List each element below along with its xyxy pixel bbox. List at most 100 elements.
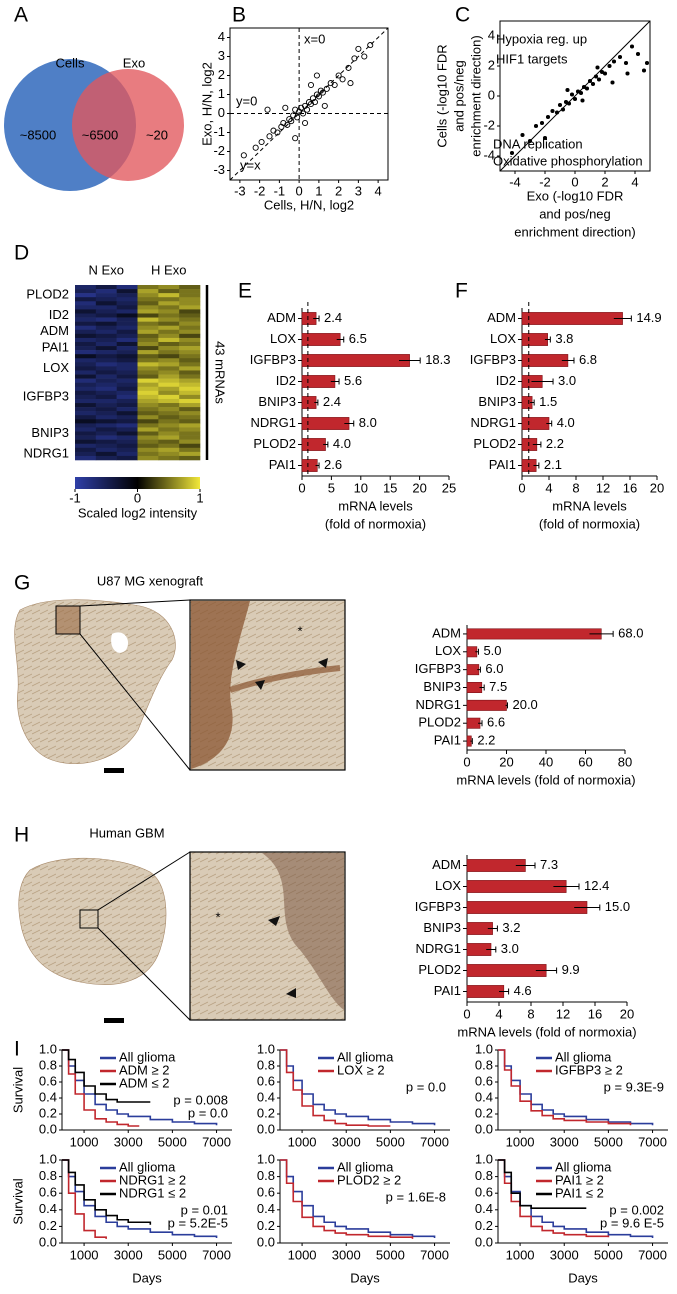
x-tick-label: 8	[572, 480, 579, 495]
category-label: NDRG1	[415, 697, 461, 712]
x-tick-label: 1000	[506, 1247, 535, 1262]
point	[550, 108, 555, 114]
bar	[466, 901, 588, 914]
legend-label: IGFBP3 ≥ 2	[555, 1062, 623, 1077]
heatmap-cell	[158, 419, 180, 424]
value-label: 9.9	[562, 962, 580, 977]
heatmap-cell	[158, 382, 180, 388]
heatmap-cell	[116, 333, 138, 339]
set-label: Cells	[56, 55, 85, 70]
category-label: BNIP3	[258, 394, 296, 409]
heatmap-cell	[137, 362, 159, 367]
heatmap-cell	[137, 301, 159, 306]
heatmap-cell	[75, 382, 97, 388]
heatmap-cell	[158, 321, 180, 326]
y-tick-label: 0.4	[39, 1089, 57, 1104]
x-tick-label: 16	[588, 1006, 602, 1021]
heatmap-cell	[179, 285, 201, 290]
heatmap-cell	[158, 374, 180, 379]
heatmap-cell	[116, 386, 138, 392]
heatmap-cell	[116, 366, 138, 371]
x-axis-label: Days	[350, 1270, 380, 1285]
heatmap-cell	[116, 317, 138, 322]
value-label: 15.0	[605, 899, 630, 914]
point	[331, 81, 338, 89]
y-tick-label: 2	[218, 67, 225, 82]
heatmap-cell	[179, 321, 201, 326]
heatmap-cell	[116, 398, 138, 404]
heatmap-cell	[75, 411, 97, 416]
heatmap-cell	[158, 301, 180, 306]
x-tick-label: 7000	[202, 1247, 231, 1262]
category-label: IGFBP3	[415, 899, 461, 914]
category-label: NDRG1	[415, 941, 461, 956]
p-value: p = 9.3E-9	[604, 1079, 664, 1094]
heatmap-cell	[179, 337, 201, 343]
y-axis-label: Survival	[10, 1067, 25, 1113]
heatmap-cell	[95, 305, 117, 310]
x-tick-label: 5000	[594, 1134, 623, 1149]
heatmap-cell	[158, 329, 180, 335]
heatmap-cell	[158, 354, 180, 359]
heatmap-cell	[158, 390, 180, 396]
x-tick-label: 3000	[332, 1247, 361, 1262]
y-tick-label: 0	[488, 87, 495, 102]
point	[286, 116, 293, 123]
x-axis-label: mRNA levels (fold of normoxia)	[457, 1024, 636, 1039]
heatmap-cell	[95, 415, 117, 420]
heatmap-cell	[95, 455, 117, 461]
point	[580, 98, 585, 103]
survival-curve	[62, 1159, 152, 1225]
x-axis-label: Cells, H/N, log2	[264, 197, 354, 212]
x-tick-label: 7000	[420, 1134, 449, 1149]
heatmap-cell	[179, 443, 201, 449]
heatmap-cell	[75, 455, 97, 461]
colorbar-tick-label: -1	[69, 490, 81, 505]
colorbar	[75, 477, 200, 489]
y-tick-label: 0.8	[39, 1057, 57, 1072]
error-bar	[532, 441, 542, 448]
heatmap-cell	[137, 337, 159, 343]
heatmap-cell	[75, 451, 97, 457]
point	[533, 123, 539, 129]
y-tick-label: 1.0	[39, 1041, 57, 1056]
heatmap-cell	[95, 313, 117, 318]
heatmap-cell	[75, 390, 97, 396]
heatmap-cell	[158, 411, 180, 416]
point	[321, 102, 328, 109]
heatmap-cell	[75, 366, 97, 371]
x-axis-label: Exo (-log10 FDR	[527, 188, 624, 203]
point	[590, 81, 596, 87]
heatmap-cell	[179, 362, 201, 367]
heatmap-cell	[95, 390, 117, 396]
heatmap-cell	[137, 354, 159, 359]
legend-label: NDRG1 ≤ 2	[119, 1185, 186, 1200]
heatmap-cell	[116, 309, 138, 314]
row-label: LOX	[43, 360, 69, 375]
heatmap-cell	[158, 289, 180, 294]
x-tick-label: 5000	[594, 1247, 623, 1262]
heatmap-cell	[95, 398, 117, 404]
heatmap-cell	[75, 337, 97, 343]
heatmap-cell	[116, 358, 138, 363]
heatmap-cell	[158, 403, 180, 408]
bar	[466, 628, 602, 640]
p-value: p = 0.002	[609, 1202, 664, 1217]
heatmap-cell	[137, 411, 159, 416]
heatmap-cell	[137, 407, 159, 412]
y-tick-label: 0.0	[475, 1121, 493, 1136]
heatmap-cell	[116, 293, 138, 298]
heatmap-cell	[116, 439, 138, 445]
heatmap-cell	[116, 329, 138, 335]
value-label: 2.4	[323, 394, 341, 409]
error-bar	[486, 946, 497, 953]
bar	[301, 396, 317, 409]
panel-letter: F	[455, 280, 468, 303]
error-bar	[546, 420, 553, 427]
y-tick-label: 0.2	[475, 1218, 493, 1233]
x-tick-label: 16	[623, 480, 637, 495]
category-label: LOX	[490, 331, 516, 346]
error-bar	[613, 315, 632, 322]
x-axis-label: mRNA levels	[552, 498, 627, 513]
heatmap-cell	[95, 285, 117, 290]
